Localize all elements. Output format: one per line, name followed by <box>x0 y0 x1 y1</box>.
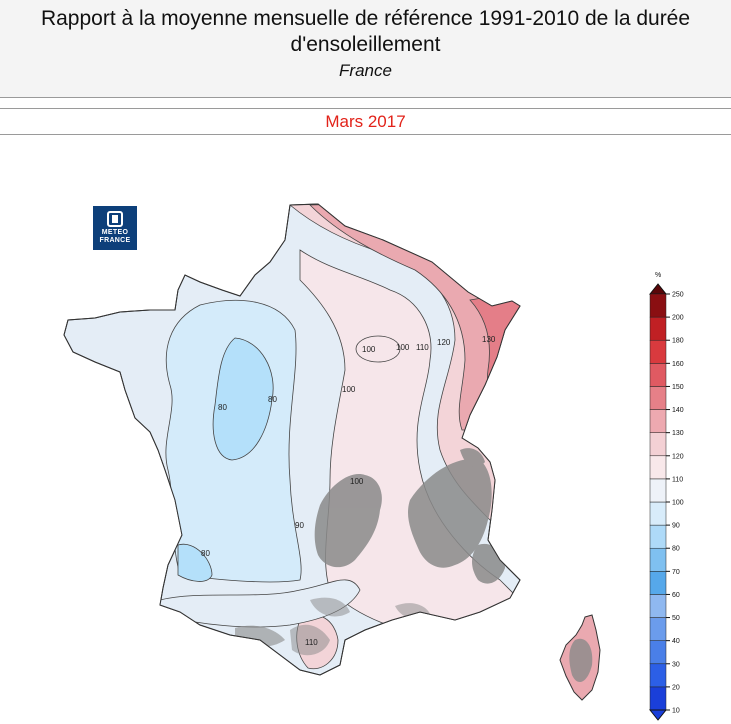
legend-swatch <box>649 339 667 364</box>
legend-colorbar: 10 20 30 40 50 60 70 80 90 100 110 120 130 140 150 160 1… <box>648 283 684 721</box>
logo-line-1: METEO <box>101 229 129 236</box>
map-title: Rapport à la moyenne mensuelle de référe… <box>0 0 731 58</box>
legend-swatch <box>649 524 667 549</box>
sunshine-map: 80 80 80 90 100 100 100 100 110 110 120 … <box>63 203 684 721</box>
legend-tick-label: 60 <box>672 592 680 599</box>
legend-tick-label: 70 <box>672 569 680 576</box>
legend-tick-label: 50 <box>672 615 680 622</box>
legend-tick-label: 100 <box>672 500 684 507</box>
contour-label: 120 <box>437 338 451 347</box>
legend-swatch <box>649 293 667 318</box>
legend-swatch <box>649 363 667 387</box>
contour-label: 90 <box>295 521 304 530</box>
legend-swatch <box>649 547 667 572</box>
legend-tick-label: 150 <box>672 384 684 391</box>
legend-unit: % <box>655 272 661 279</box>
legend-swatch <box>649 594 667 618</box>
legend-tick-label: 90 <box>672 523 680 530</box>
legend-swatch <box>649 663 667 688</box>
legend-swatch <box>649 316 667 341</box>
contour-label: 110 <box>416 343 429 352</box>
legend-swatch <box>649 617 667 641</box>
legend-tick-label: 200 <box>672 315 684 322</box>
legend-tick-label: 30 <box>672 661 680 668</box>
legend-swatch <box>649 432 667 457</box>
legend-tick-label: 40 <box>672 638 680 645</box>
contour-label: 80 <box>218 403 227 412</box>
zone-under-80 <box>212 337 274 461</box>
period-band: Mars 2017 <box>0 108 731 135</box>
contour-label: 130 <box>482 335 496 344</box>
legend-swatch <box>649 571 667 595</box>
legend-tick-label: 180 <box>672 338 684 345</box>
contour-label: 100 <box>362 345 376 354</box>
zone-90-100-south <box>159 579 361 628</box>
relief-shading <box>235 448 505 656</box>
contour-label: 110 <box>305 638 318 647</box>
legend-tick-label: 110 <box>672 476 683 483</box>
legend-swatch <box>649 501 667 526</box>
period-label: Mars 2017 <box>325 112 406 131</box>
legend-swatch <box>649 409 667 433</box>
zone-under-80-south <box>177 543 213 582</box>
contour-label: 100 <box>350 477 364 486</box>
legend-tick-label: 80 <box>672 546 680 553</box>
corsica <box>559 614 601 701</box>
legend-tick-label: 130 <box>672 430 684 437</box>
meteo-france-logo: METEO FRANCE <box>93 206 137 250</box>
contour-label: 80 <box>268 395 277 404</box>
title-line-1: Rapport à la moyenne mensuelle de référe… <box>40 7 691 30</box>
legend-tick-label: 20 <box>672 684 680 691</box>
legend-tick-label: 10 <box>672 708 680 715</box>
header: Rapport à la moyenne mensuelle de référe… <box>0 0 731 98</box>
legend-swatch <box>649 478 667 503</box>
contour-label: 100 <box>396 343 410 352</box>
legend-swatch <box>649 640 667 665</box>
map-subtitle: France <box>339 61 392 80</box>
contour-100-island <box>355 335 401 363</box>
meteo-france-logo-icon <box>107 211 123 227</box>
title-line-2: d'ensoleillement <box>290 33 441 56</box>
legend-arrow-bottom <box>648 709 668 721</box>
legend-tick-label: 140 <box>672 407 684 414</box>
legend-swatch <box>649 455 667 480</box>
contour-label: 100 <box>342 385 356 394</box>
france-outline <box>63 203 521 676</box>
legend-tick-label: 120 <box>672 453 684 460</box>
legend-tick-label: 160 <box>672 361 684 368</box>
legend-swatch <box>649 386 667 410</box>
legend-tick-label: 250 <box>672 292 684 299</box>
legend-arrow-top <box>648 283 668 295</box>
contour-label: 80 <box>201 549 210 558</box>
logo-line-2: FRANCE <box>99 237 131 244</box>
legend-swatch <box>649 686 667 711</box>
